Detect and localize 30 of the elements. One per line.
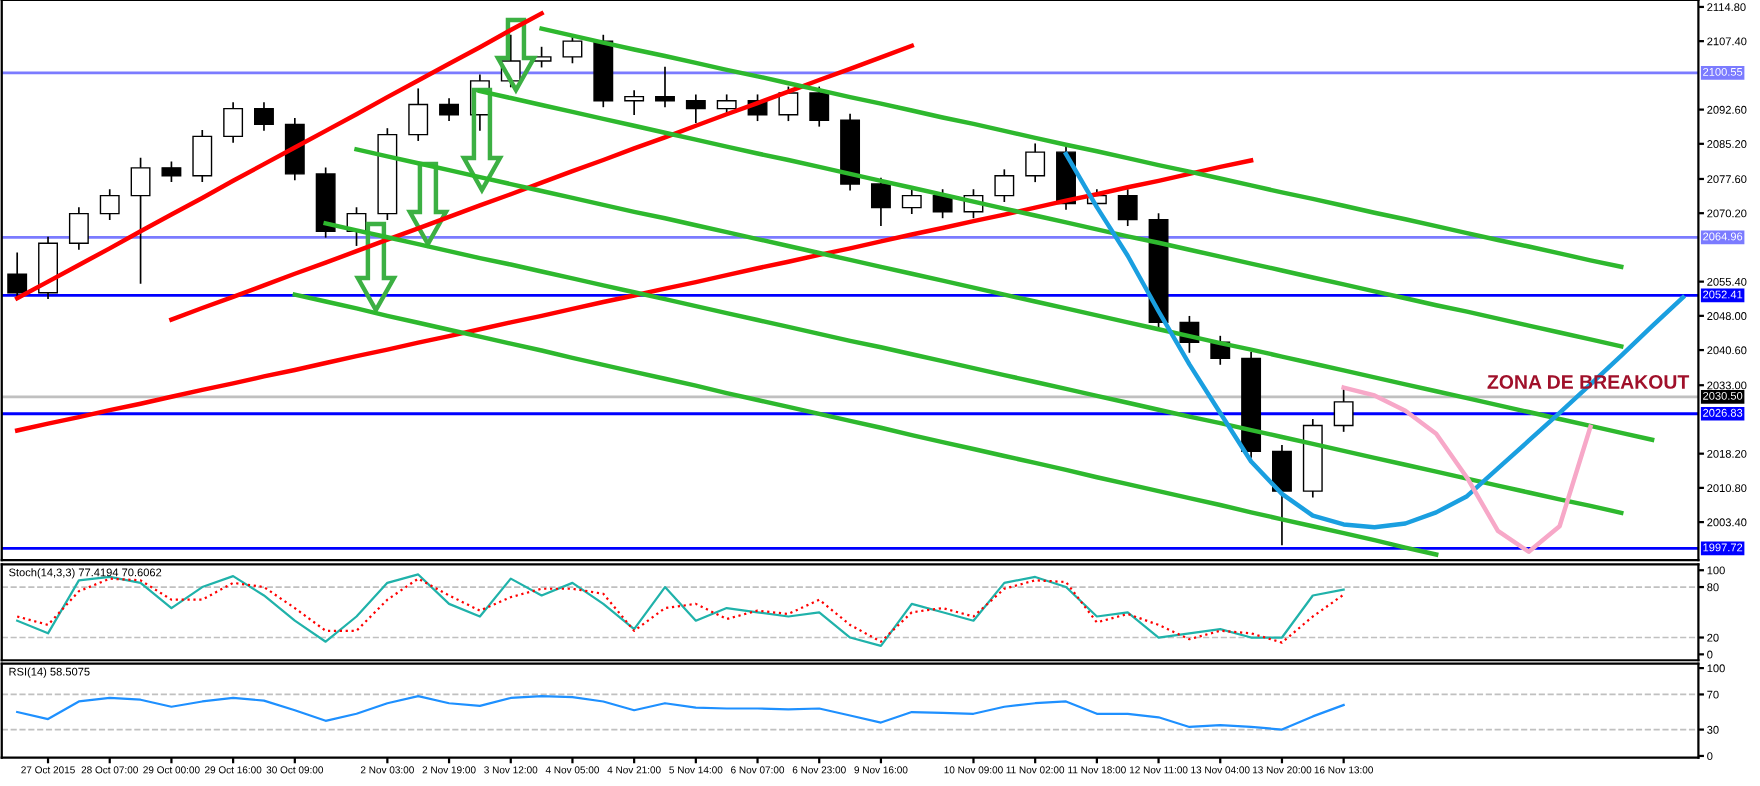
candlestick — [901, 189, 922, 215]
candlestick — [254, 102, 274, 131]
candlestick — [1333, 389, 1354, 432]
candlestick — [7, 252, 28, 300]
line-series — [14, 158, 1254, 433]
line-series — [14, 11, 544, 301]
candlestick — [655, 66, 675, 108]
candlestick — [1272, 444, 1292, 546]
line-series — [16, 695, 1345, 731]
candlestick — [68, 207, 89, 250]
candlestick — [99, 189, 120, 221]
line-series — [169, 43, 914, 322]
candlestick — [778, 86, 799, 122]
candlestick — [562, 34, 583, 64]
candlestick — [130, 157, 151, 284]
candlestick — [439, 98, 460, 122]
line-series — [539, 26, 1624, 270]
candlestick — [192, 130, 213, 183]
candlestick — [1117, 189, 1138, 227]
candlestick — [1025, 143, 1046, 183]
candlestick — [161, 161, 182, 183]
candlestick — [624, 90, 645, 116]
line-series — [292, 292, 1439, 557]
candlestick — [223, 102, 244, 143]
line-series — [1341, 385, 1593, 554]
candlestick — [408, 88, 429, 141]
candlestick — [870, 177, 891, 227]
candlestick — [994, 169, 1015, 203]
candlestick — [685, 94, 706, 123]
candlestick — [809, 86, 830, 127]
